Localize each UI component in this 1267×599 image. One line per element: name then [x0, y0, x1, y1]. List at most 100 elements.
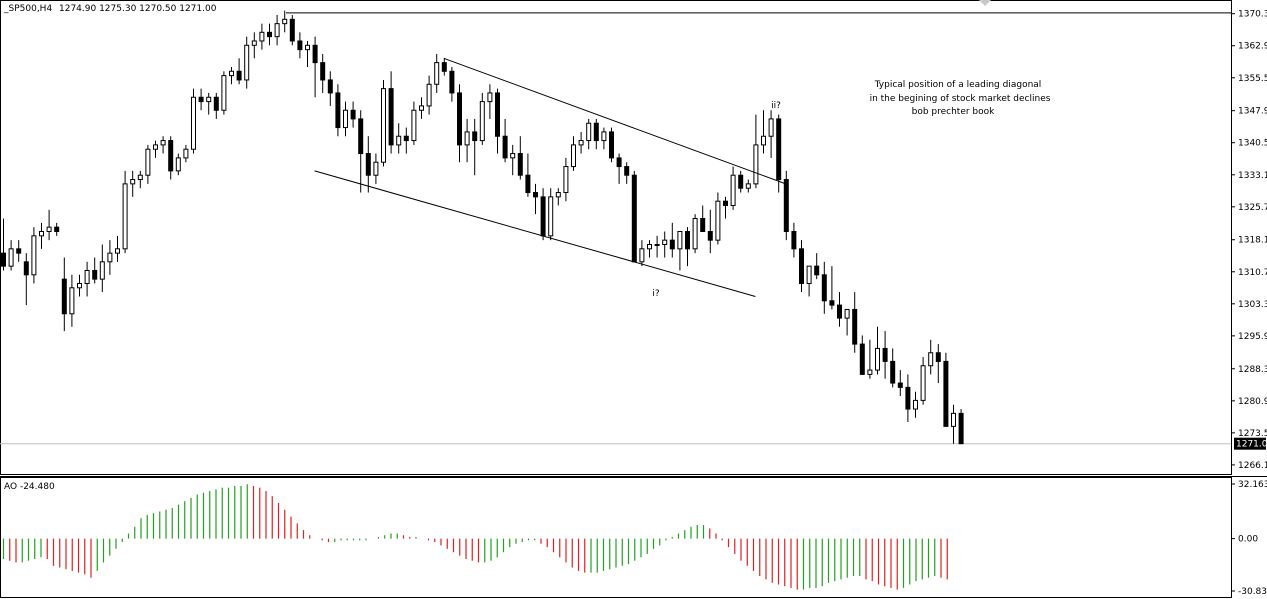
candle [236, 58, 242, 85]
candle [616, 153, 622, 184]
candle [92, 257, 98, 284]
candle [571, 136, 576, 171]
candle [69, 274, 75, 327]
ao-title: AO -24.480 [4, 482, 55, 492]
candle [31, 227, 37, 284]
price-tick-label: 1310.7 [1238, 268, 1267, 278]
candle [84, 261, 90, 297]
candle [525, 153, 531, 197]
candle [533, 183, 538, 215]
candle [799, 240, 804, 293]
candle [343, 101, 348, 137]
candle [61, 257, 67, 332]
price-tick-label: 1318.1 [1238, 236, 1267, 246]
price-tick-label: 1355.5 [1238, 74, 1267, 84]
candle [624, 162, 630, 184]
candle [540, 188, 546, 241]
candle [137, 170, 143, 189]
candle [867, 339, 873, 379]
candle [388, 71, 394, 154]
candle [244, 36, 250, 89]
candle [153, 140, 158, 158]
candle [115, 235, 120, 262]
candle [935, 344, 941, 384]
candle [107, 240, 113, 275]
price-tick-label: 1288.3 [1238, 365, 1267, 375]
price-tick-label: 1347.9 [1238, 107, 1267, 117]
candle [715, 192, 721, 245]
candle [274, 14, 280, 46]
candle [517, 136, 523, 180]
candle [821, 261, 827, 314]
price-tick-label: 1370.3 [1238, 10, 1267, 20]
ao-tick-label: -30.831 [1238, 587, 1267, 597]
candle [487, 84, 493, 119]
ao-tick-label: 0.00 [1238, 535, 1258, 545]
candle [130, 170, 136, 197]
annotation-line-1: Typical position of a leading diagonal [874, 80, 1042, 90]
chart-ohlc: 1274.90 1275.30 1270.50 1271.00 [59, 4, 217, 14]
candle [738, 170, 744, 193]
price-tick-label: 1362.9 [1238, 42, 1267, 52]
candle [396, 123, 402, 154]
candle [829, 266, 835, 310]
candle [662, 231, 668, 258]
candlestick-series [1, 10, 964, 445]
wave-ii-label: ii? [771, 101, 781, 111]
candle [806, 265, 812, 297]
candle [586, 118, 592, 150]
price-tick-label: 1333.1 [1238, 171, 1267, 181]
candle [99, 244, 105, 293]
candle [229, 66, 234, 85]
candle [875, 326, 880, 375]
candle [783, 170, 789, 241]
candle [77, 274, 82, 297]
candle [677, 231, 683, 271]
price-panel-frame [0, 0, 1232, 475]
candle [23, 253, 29, 306]
candle [251, 32, 257, 59]
candle [419, 97, 424, 119]
upper-trendline[interactable] [443, 57, 786, 185]
candle [768, 110, 774, 158]
candle [601, 127, 607, 150]
candle [46, 209, 52, 241]
candle [685, 227, 690, 267]
candle [175, 153, 181, 176]
candle [920, 357, 926, 405]
candle [54, 222, 60, 236]
current-price-label: 1271.0 [1236, 440, 1267, 450]
candle [206, 92, 212, 115]
candle [890, 348, 896, 388]
candle [654, 235, 660, 258]
wave-i-label: i? [652, 289, 660, 299]
candle [844, 308, 850, 336]
candle [267, 23, 272, 46]
candle [381, 79, 386, 167]
candle [472, 118, 478, 176]
price-tick-label: 1280.9 [1238, 397, 1267, 407]
candle [358, 110, 364, 193]
candle [814, 253, 820, 280]
candle [282, 10, 288, 33]
candle [479, 92, 485, 145]
ao-tick-label: 32.163 [1238, 480, 1267, 490]
candle [692, 214, 698, 254]
candle [555, 188, 561, 206]
candle [464, 118, 470, 163]
price-tick-label: 1325.7 [1238, 203, 1267, 213]
candle [122, 170, 128, 254]
scroll-marker-icon[interactable] [979, 0, 991, 6]
price-tick-label: 1340.5 [1238, 139, 1267, 149]
price-tick-label: 1303.3 [1238, 300, 1267, 310]
candle [403, 127, 409, 154]
diagonal-trendlines[interactable] [314, 57, 786, 297]
candle [631, 170, 637, 263]
candle [426, 75, 432, 115]
lower-trendline[interactable] [314, 170, 756, 297]
chart-symbol: _SP500,H4 [3, 4, 52, 14]
candle [578, 131, 584, 154]
candle [609, 127, 614, 163]
candle [305, 40, 310, 67]
